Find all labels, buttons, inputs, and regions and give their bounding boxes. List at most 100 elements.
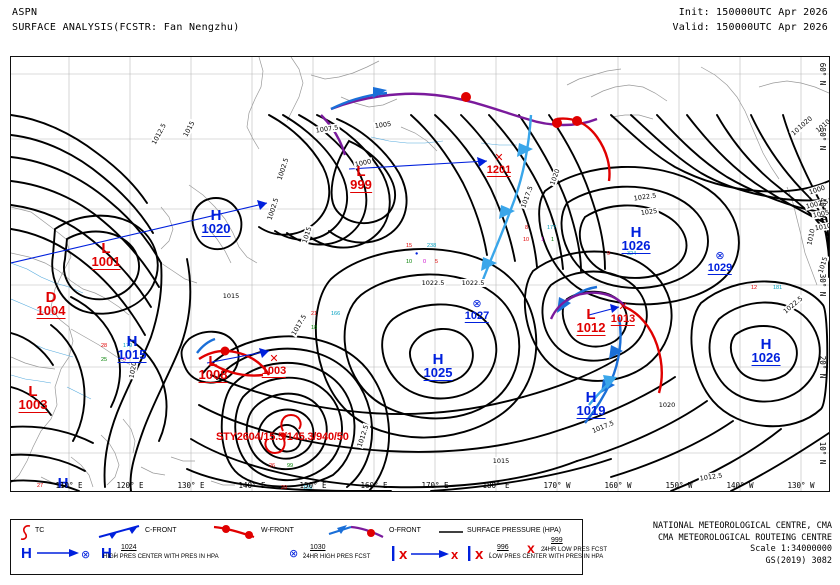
latitude-tick: 50° N: [818, 127, 827, 151]
longitude-tick: 150° E: [299, 481, 327, 490]
fcst-low-1003: ✕ 1003: [261, 353, 287, 378]
fcst-low-1013: ✕ 1013: [610, 302, 636, 326]
center-value: 1026: [621, 238, 651, 254]
latitude-tick: 40° N: [818, 197, 827, 221]
cold-front-arrow-h1019: [588, 375, 617, 406]
warm-front-low1012: [624, 305, 663, 394]
latitude-tick: 10° N: [818, 441, 827, 465]
header-left: ASPN SURFACE ANALYSIS(FCSTR: Fan Nengzhu…: [12, 5, 240, 35]
credit-line-3: Scale 1:34000000: [750, 544, 832, 554]
map-panel[interactable]: 1012.5 1015 1007.5 1005 1002.5 1000 1002.5 1015…: [10, 56, 830, 492]
high-1026-north: H 1026: [621, 224, 651, 254]
legend-occluded-front-label: O-FRONT: [389, 527, 421, 534]
center-value: 1010: [49, 490, 78, 492]
longitude-tick: 160° W: [604, 481, 632, 490]
longitude-tick: 130° E: [177, 481, 205, 490]
svg-text:H: H: [101, 545, 112, 562]
svg-text:x: x: [527, 540, 535, 556]
rivers-lakes: [11, 136, 517, 400]
center-symbol: H: [585, 389, 597, 406]
svg-text::: :: [543, 544, 545, 553]
legend-low-fcst-value: 999: [551, 537, 563, 544]
fcst-symbol: ⊗: [715, 250, 725, 262]
chart-subtitle: SURFACE ANALYSIS(FCSTR: Fan Nengzhu): [12, 22, 240, 33]
high-1019: H 1019: [576, 389, 606, 419]
isobars: [11, 114, 829, 491]
fcst-value: 1003: [261, 365, 287, 378]
legend-high-fcst-value: 1030: [310, 544, 326, 551]
legend-low-fcst-desc: 24HR LOW PRES FCST: [541, 547, 608, 553]
center-value: 1012: [576, 320, 606, 336]
center-symbol: H: [432, 351, 444, 368]
center-symbol: L: [28, 383, 38, 400]
svg-text:⊗: ⊗: [81, 548, 90, 561]
product-code: ASPN: [12, 7, 38, 18]
center-symbol: H: [57, 475, 69, 492]
legend-warm-front-label: W-FRONT: [261, 527, 294, 534]
header-right: Init: 150000UTC Apr 2026 Valid: 150000UT…: [672, 5, 828, 35]
valid-time: Valid: 150000UTC Apr 2026: [672, 22, 828, 33]
cold-front-pacific-north: [479, 114, 533, 286]
center-value: 1019: [576, 403, 606, 419]
credits-block: NATIONAL METEOROLOGICAL CENTRE, CMA CMA …: [582, 521, 832, 567]
map-legend: TC C-FRONT W-FRONT O-FRONT SURFACE PRESS…: [10, 519, 603, 575]
center-symbol: H: [760, 336, 772, 353]
credit-line-4: GS(2019) 3082: [765, 555, 832, 566]
low-1003-left: L 1003: [18, 383, 48, 413]
latitude-tick: 20° N: [818, 355, 827, 379]
legend-high-value: 1024: [121, 544, 137, 551]
fcst-symbol: ✕: [269, 353, 279, 365]
center-symbol: L: [208, 353, 218, 370]
fcst-low-1201: ✕ 1201: [486, 152, 512, 177]
legend-tc-label: TC: [35, 527, 45, 534]
occluded-front-low1012: [549, 291, 626, 320]
svg-text::: :: [114, 550, 116, 559]
forecast-track-arrows: [11, 160, 620, 364]
coastlines: [11, 57, 829, 488]
high-1025: H 1025: [423, 351, 453, 381]
center-value: 1001: [91, 254, 121, 270]
svg-text:H: H: [21, 545, 32, 562]
center-value: 1025: [423, 365, 453, 381]
longitude-tick: 150° W: [665, 481, 693, 490]
center-symbol: D: [45, 289, 57, 306]
low-1012: L 1012: [576, 306, 606, 336]
high-1010: H1010: [49, 475, 78, 492]
isobar-label: 1022.5: [460, 279, 486, 287]
svg-text:x: x: [475, 546, 484, 563]
legend-high-desc: HIGH PRES CENTER WITH PRES IN HPA: [103, 554, 219, 560]
longitude-tick: 170° W: [543, 481, 571, 490]
map-graphics: [11, 57, 829, 491]
center-value: 1003: [18, 397, 48, 413]
center-symbol: L: [101, 240, 111, 257]
center-symbol: H: [126, 333, 138, 350]
center-symbol: L: [586, 306, 596, 323]
low-1008: L 1008: [198, 353, 228, 383]
fcst-symbol: ⊗: [472, 298, 482, 310]
init-time: Init: 150000UTC Apr 2026: [678, 7, 828, 18]
longitude-tick: 160° E: [360, 481, 388, 490]
high-1026-east: H 1026: [751, 336, 781, 366]
typhoon-label: STY2604/15.5/145.3/940/50: [216, 431, 349, 443]
longitude-tick: 120° E: [116, 481, 144, 490]
legend-low-desc: LOW PRES CENTER WITH PRES IN HPA: [489, 554, 604, 560]
isobar-label: 1020: [657, 401, 677, 409]
isobar-label: 1022.5: [420, 279, 446, 287]
longitude-tick: 140° E: [238, 481, 266, 490]
longitude-tick: 140° W: [726, 481, 754, 490]
svg-text::: :: [303, 550, 305, 559]
fcst-symbol: ✕: [494, 152, 504, 164]
front-low1008: [196, 337, 271, 377]
longitude-tick: 170° E: [421, 481, 449, 490]
cold-front-north: [330, 87, 388, 111]
center-value: 999: [350, 177, 372, 193]
latitude-tick: 60° N: [818, 62, 827, 86]
high-1015: H 1015: [117, 333, 147, 363]
legend-surface-pressure-label: SURFACE PRESSURE (HPA): [467, 527, 561, 534]
svg-text::: :: [489, 550, 491, 559]
fcst-value: 1029: [707, 262, 733, 275]
latitude-tick: 30° N: [818, 273, 827, 297]
center-symbol: H: [630, 224, 642, 241]
typhoon-symbol: [264, 413, 302, 455]
legend-row-symbols: TC C-FRONT W-FRONT O-FRONT SURFACE PRESS…: [11, 522, 582, 540]
